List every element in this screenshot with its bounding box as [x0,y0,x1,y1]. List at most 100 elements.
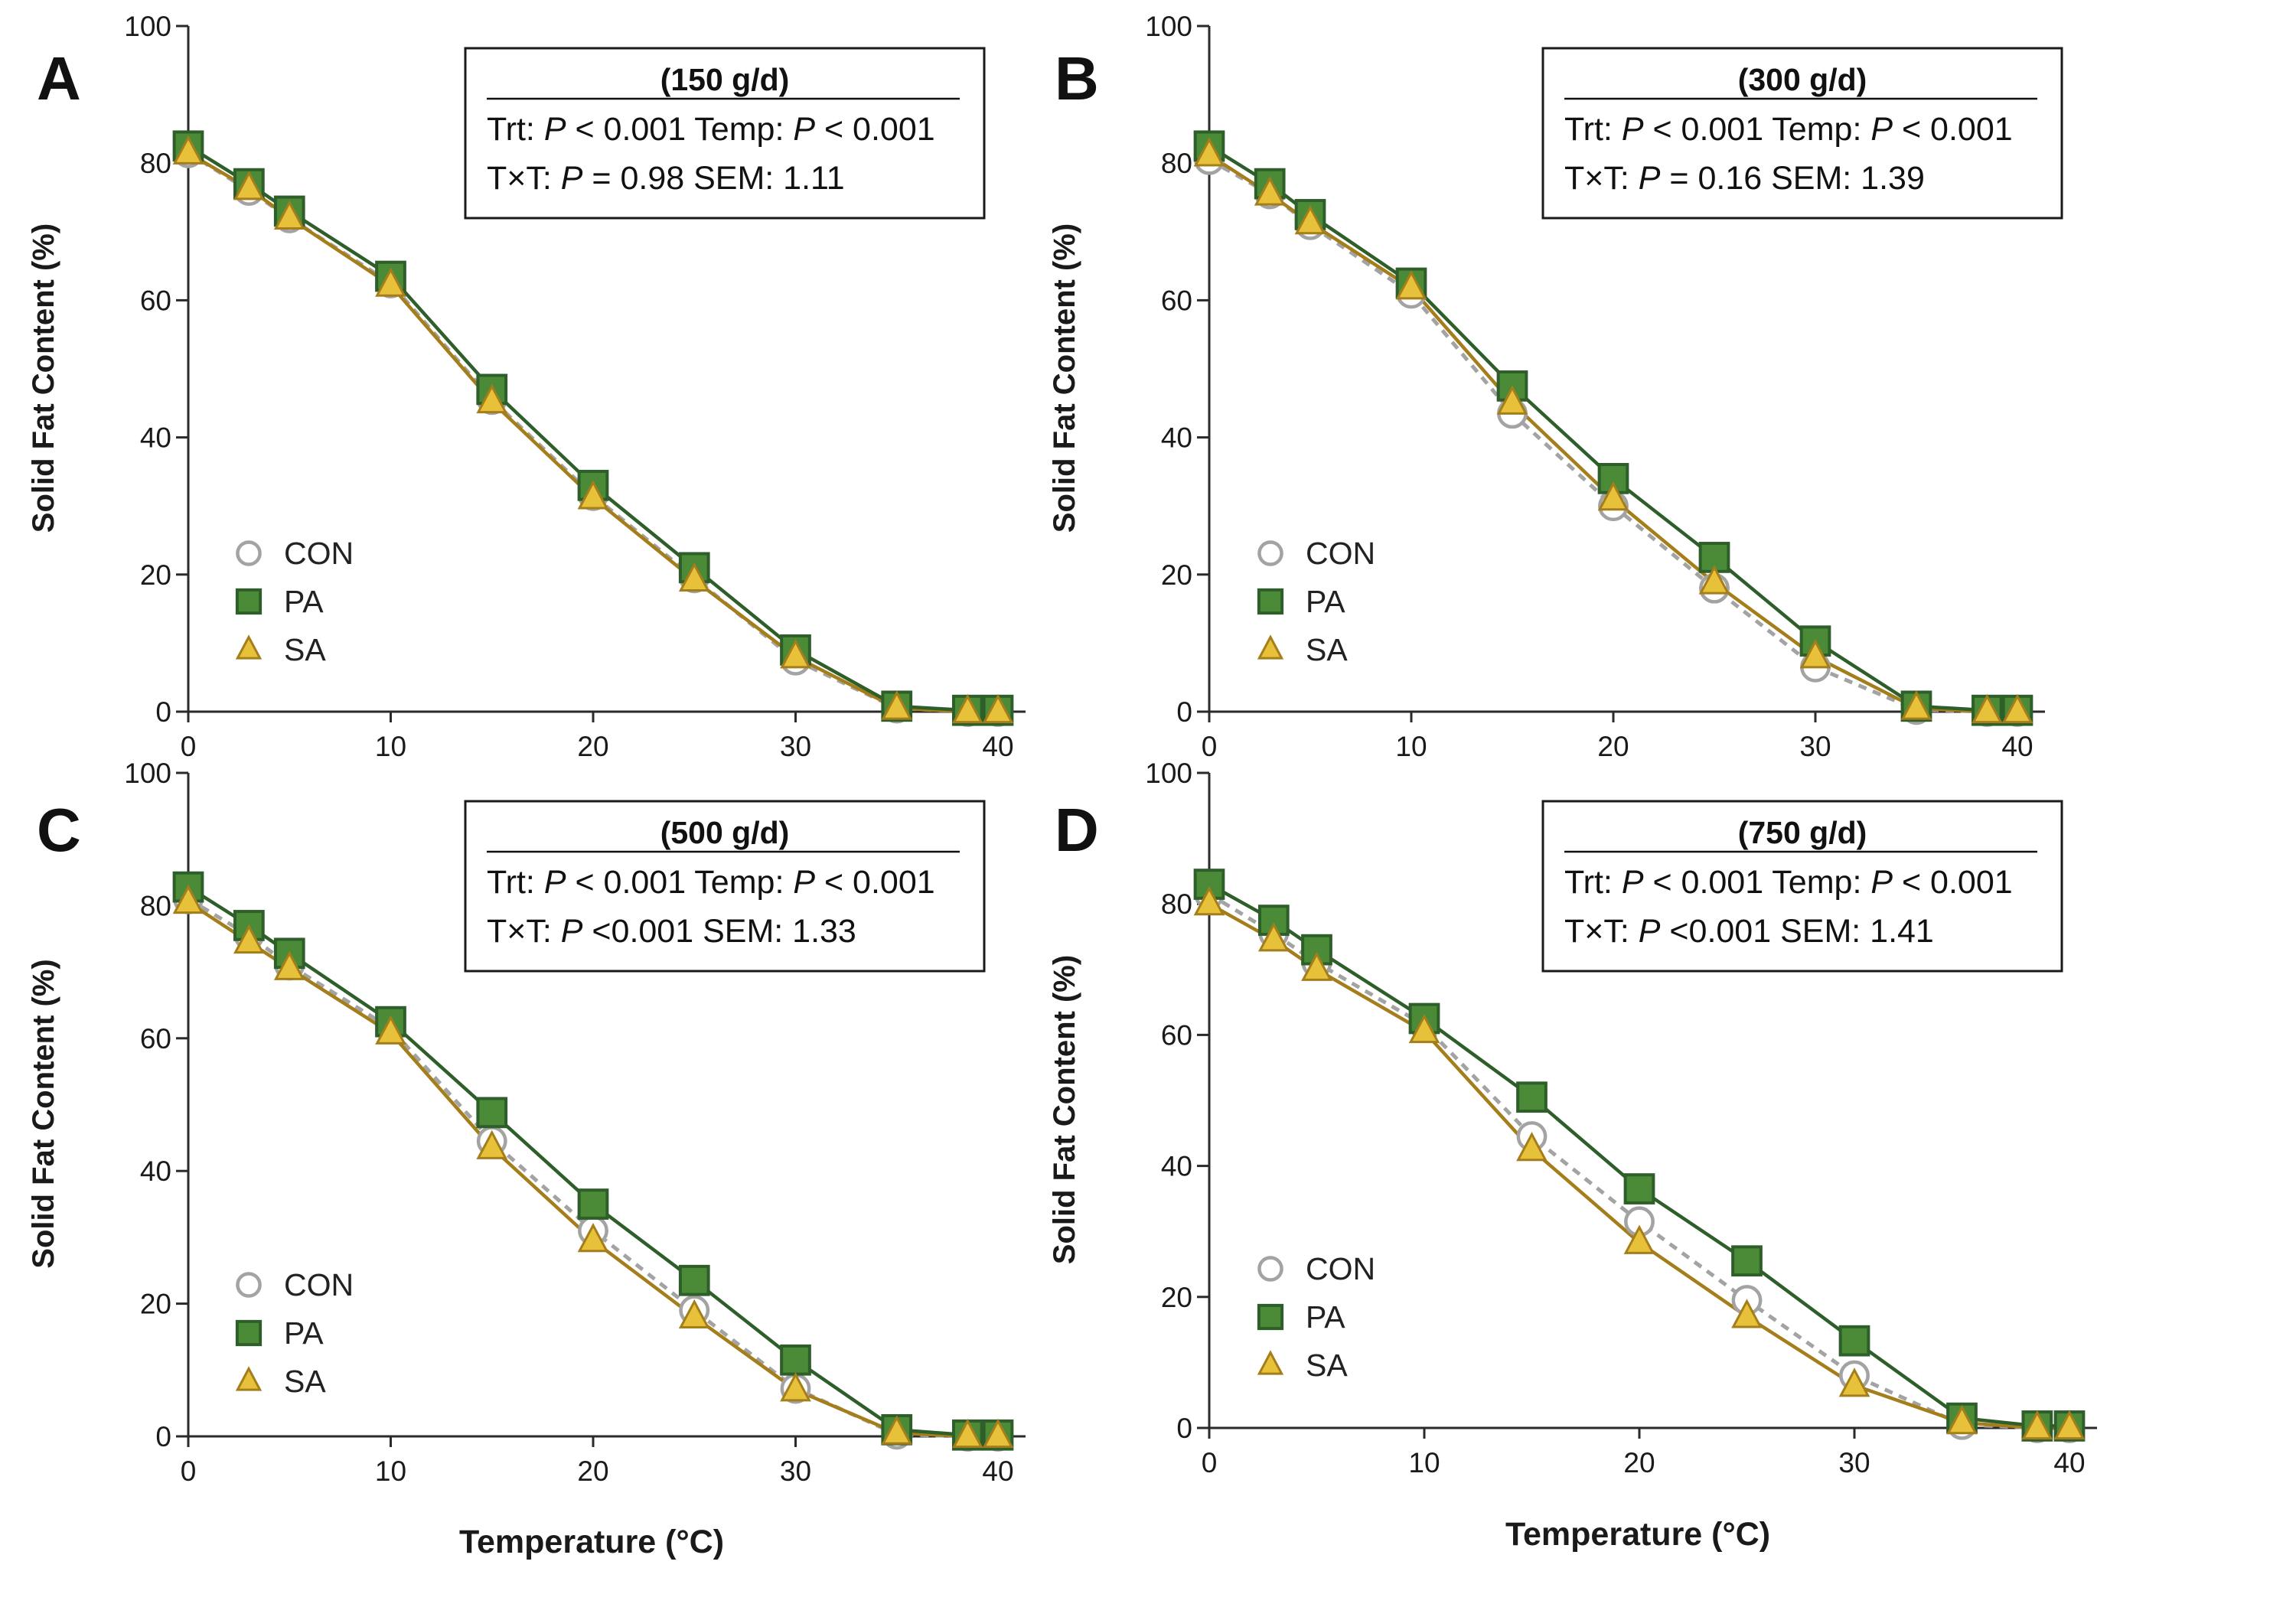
legend-label-pa: PA [1306,1299,1345,1335]
data-point-sa [375,267,406,297]
stats-box [464,800,986,973]
y-tick-label: 100 [124,11,171,42]
x-tick-label: 0 [181,1455,197,1487]
stats-line: T×T: P <0.001 SEM: 1.33 [487,913,856,950]
stats-box [464,47,986,220]
x-tick-label: 40 [982,1455,1013,1487]
data-point-sa [1496,385,1528,415]
legend-marker-pa [1257,1303,1284,1331]
x-tick-label: 30 [780,1455,811,1487]
y-tick-label: 60 [1161,285,1192,316]
data-point-sa [1193,137,1225,167]
panel-b: 0 20 40 60 80 100 0 10 20 30 40 Solid Fat Content (… [1048,11,2063,762]
data-point-pa [780,1344,811,1376]
y-axis-label: Solid Fat Content (%) [1048,223,1081,533]
y-tick-label: 20 [1161,559,1192,591]
data-point-sa [1799,639,1831,669]
data-point-sa [172,884,204,914]
legend-label-con: CON [1306,1251,1375,1286]
legend-marker-sa [1257,1350,1284,1375]
x-tick-label: 10 [375,731,406,762]
data-point-sa [1838,1367,1870,1397]
y-tick-label: 100 [124,758,171,789]
legend-marker-con [236,1272,262,1298]
data-point-sa [951,1418,983,1449]
y-tick-label: 0 [155,696,171,728]
data-point-sa [273,950,305,980]
data-point-sa [1900,690,1932,720]
legend-marker-pa [1257,588,1284,615]
data-point-sa [577,480,609,510]
stats-box [1541,800,2063,973]
x-tick-label: 0 [1202,1447,1218,1478]
y-tick-label: 0 [1176,696,1192,728]
legend-marker-sa [1257,634,1284,660]
stats-title: (150 g/d) [660,62,790,97]
legend-label-con: CON [284,1267,354,1302]
data-point-sa [1698,565,1730,595]
legend-marker-con [236,540,262,566]
panel-letter: B [1055,44,1099,112]
legend-label-sa: SA [1306,632,1348,667]
legend-marker-con [1257,1256,1283,1282]
x-tick-label: 10 [375,1455,406,1487]
y-tick-label: 80 [1161,888,1192,920]
panel-letter: D [1055,796,1099,864]
data-point-sa [1257,922,1290,952]
x-tick-label: 10 [1408,1447,1440,1478]
data-point-pa [476,1097,508,1129]
data-point-pa [1731,1245,1763,1277]
panel-c: 0 20 40 60 80 100 0 10 20 30 40 Solid Fat Content (… [27,758,1026,1560]
stats-line: Trt: P < 0.001 Temp: P < 0.001 [487,111,935,148]
data-point-sa [375,1015,406,1045]
legend-label-sa: SA [284,1364,326,1399]
stats-title: (300 g/d) [1738,62,1867,97]
data-point-sa [1193,885,1225,916]
y-tick-label: 80 [1161,148,1192,179]
data-point-sa [1301,951,1332,981]
data-point-sa [881,1415,913,1445]
x-tick-label: 40 [2001,731,2033,762]
y-axis-label: Solid Fat Content (%) [27,223,60,533]
legend-marker-con [1257,540,1283,566]
data-point-sa [982,693,1014,724]
y-tick-label: 40 [1161,1151,1192,1182]
x-tick-label: 40 [2053,1447,2085,1478]
legend-label-pa: PA [284,1315,324,1351]
panel-letter: A [37,44,81,112]
legend-label-con: CON [284,536,354,571]
data-point-sa [780,639,811,669]
data-point-sa [577,1223,609,1253]
legend-label-sa: SA [284,632,326,667]
x-tick-label: 30 [1799,731,1831,762]
data-point-pa [1623,1173,1655,1204]
panel-a: 0 20 40 60 80 100 0 10 20 30 40 Solid Fat Content (… [27,11,1026,762]
data-point-sa [172,135,204,165]
y-tick-label: 0 [155,1421,171,1452]
series-line-sa [187,901,998,1439]
series-line-con [187,151,998,714]
data-point-sa [476,383,508,414]
data-point-sa [678,1299,710,1329]
data-point-pa [1516,1081,1548,1113]
data-point-sa [1623,1224,1655,1254]
legend-marker-sa [235,1366,263,1391]
data-point-sa [1254,176,1286,206]
data-point-sa [2021,1410,2053,1440]
y-tick-label: 80 [140,890,171,921]
y-tick-label: 0 [1176,1413,1192,1444]
stats-line: T×T: P <0.001 SEM: 1.41 [1564,913,1934,950]
data-point-sa [233,171,265,200]
panel-d: 0 20 40 60 80 100 0 10 20 30 40 Solid Fat Content (… [1048,758,2097,1553]
data-point-sa [1946,1404,1978,1435]
x-axis-label: Temperature (°C) [459,1524,724,1560]
x-tick-label: 30 [780,731,811,762]
x-axis-label: Temperature (°C) [1505,1516,1770,1553]
x-tick-label: 20 [577,731,608,762]
stats-line: T×T: P = 0.16 SEM: 1.39 [1564,160,1925,197]
y-tick-label: 20 [1161,1282,1192,1313]
stats-line: Trt: P < 0.001 Temp: P < 0.001 [1564,111,2013,148]
data-point-sa [951,693,983,724]
stats-line: T×T: P = 0.98 SEM: 1.11 [487,160,845,197]
